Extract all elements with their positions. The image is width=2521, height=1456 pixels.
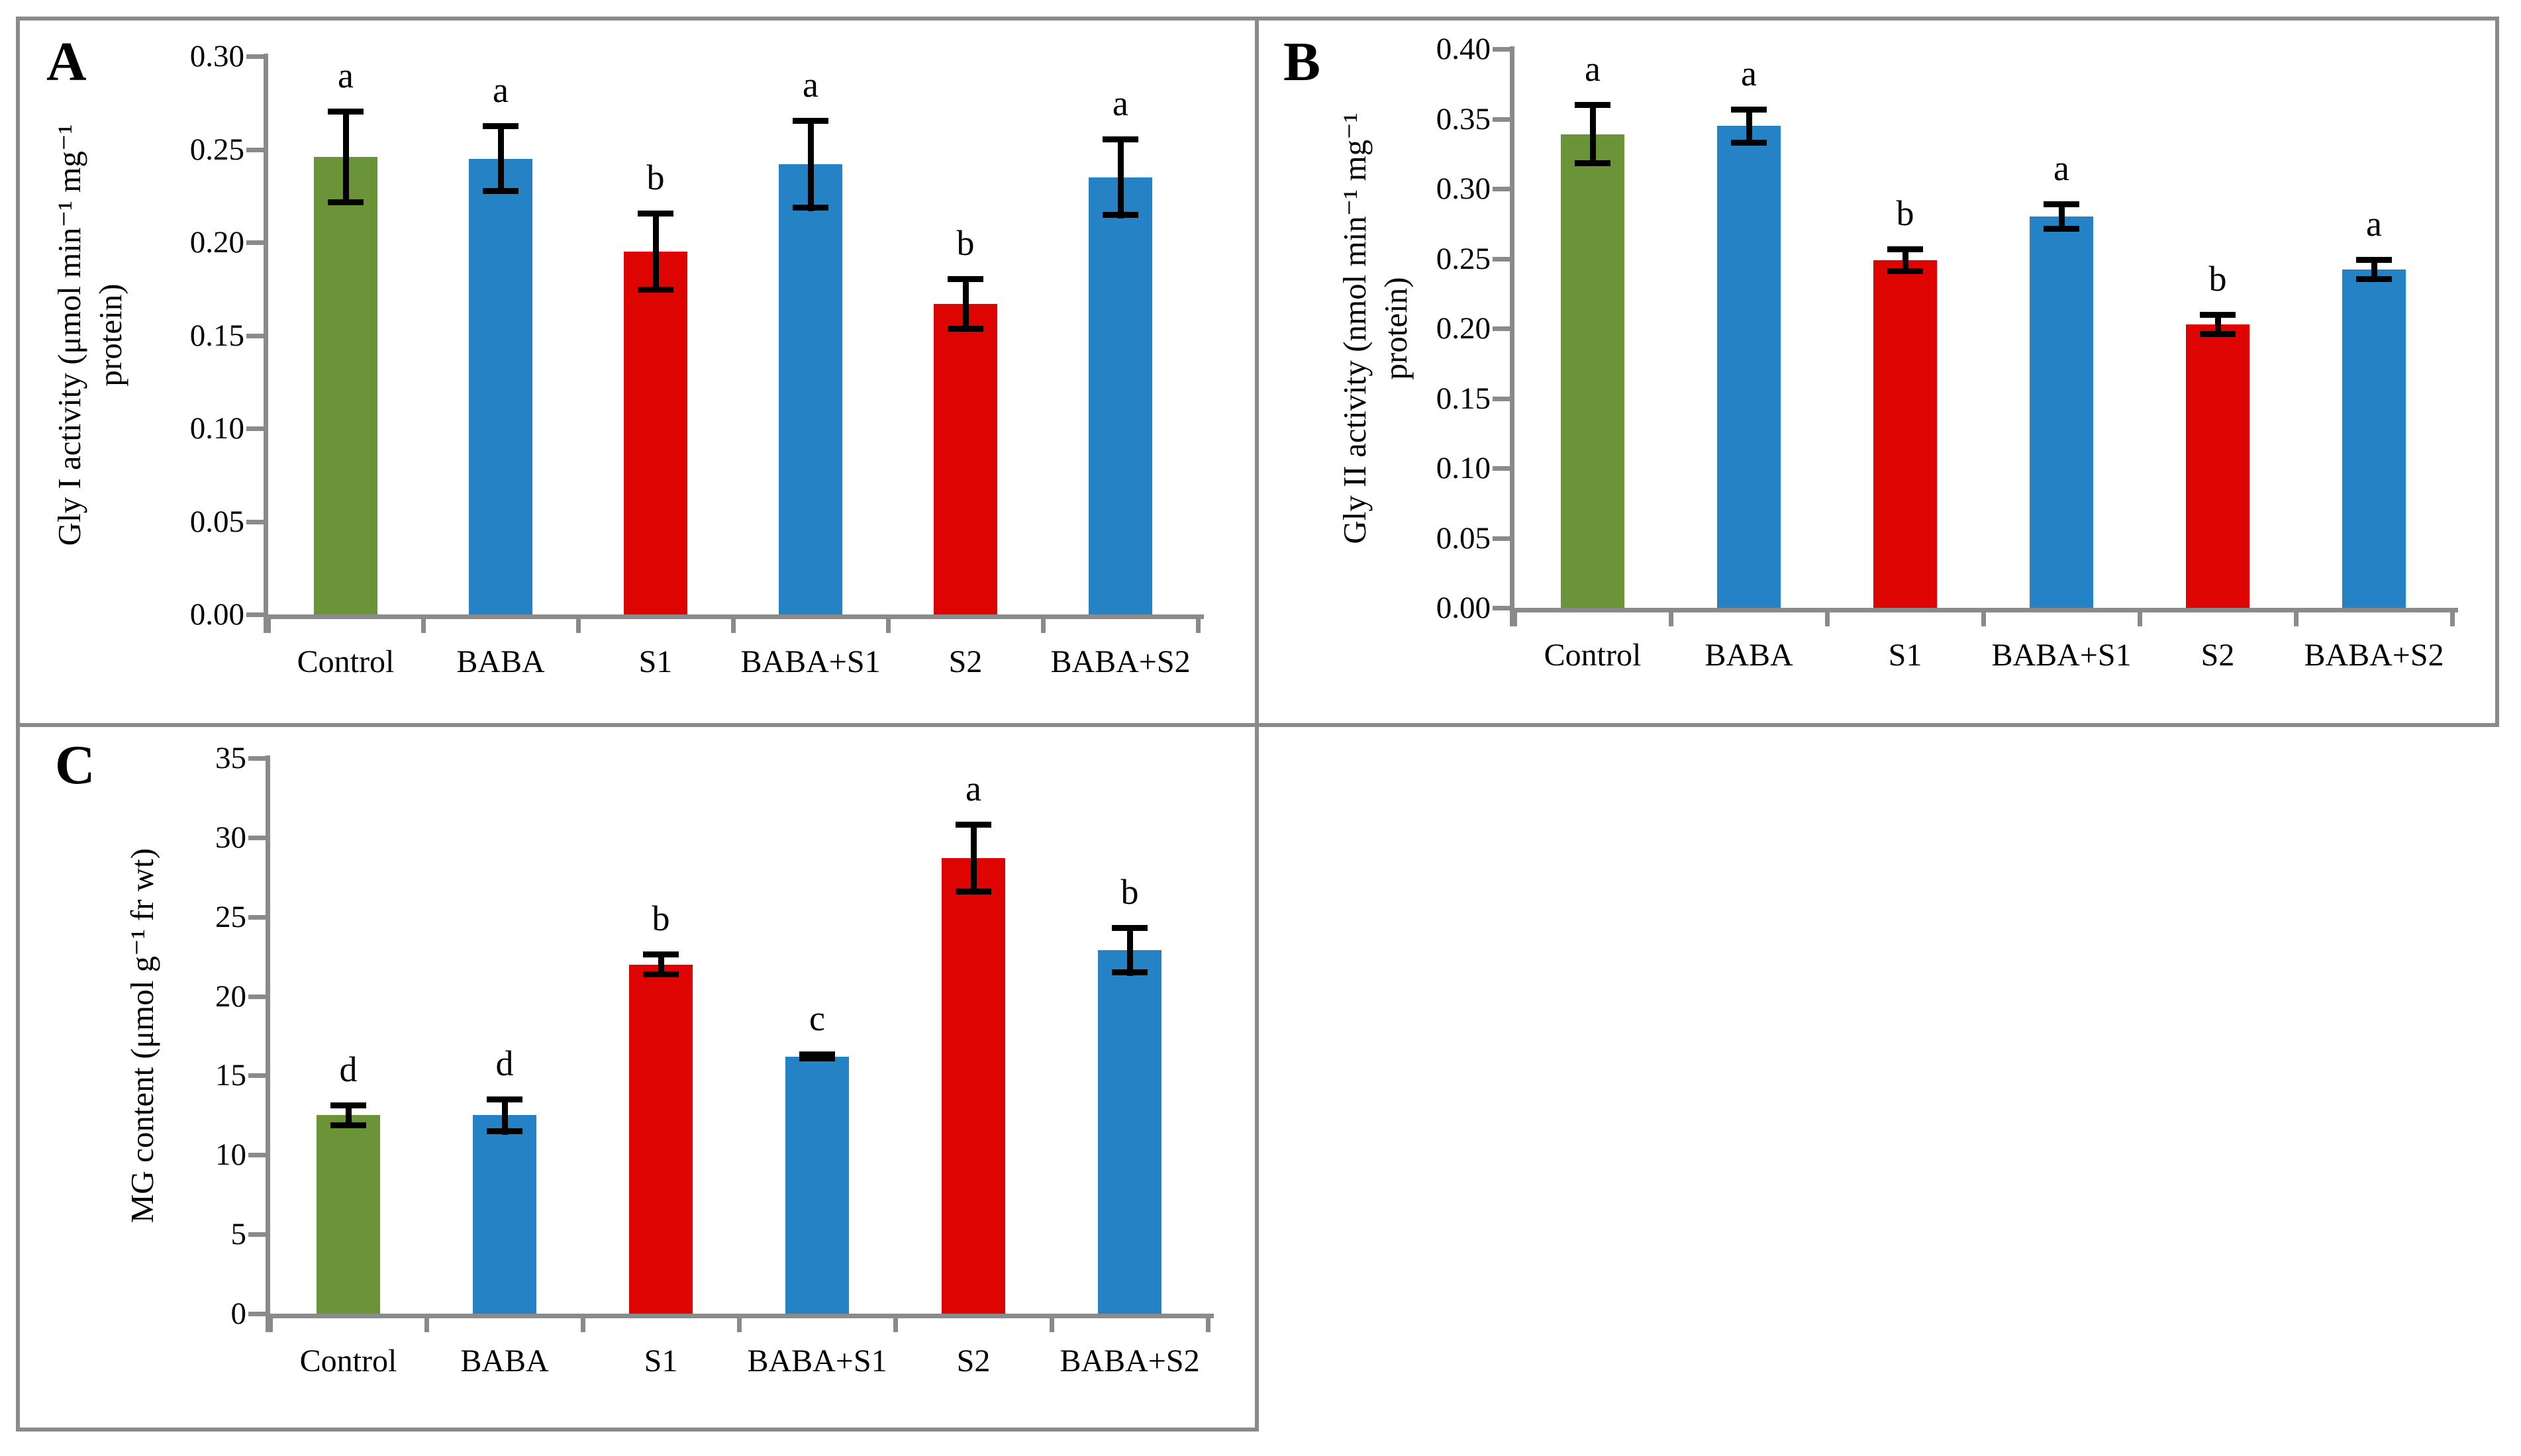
- panel-b-box: [1255, 17, 2499, 727]
- panel-a-box: [16, 17, 1259, 727]
- panel-b-letter: B: [1283, 31, 1321, 93]
- panel-c-letter: C: [55, 734, 95, 796]
- panel-a-letter: A: [46, 31, 87, 93]
- panel-c-box: [16, 723, 1259, 1432]
